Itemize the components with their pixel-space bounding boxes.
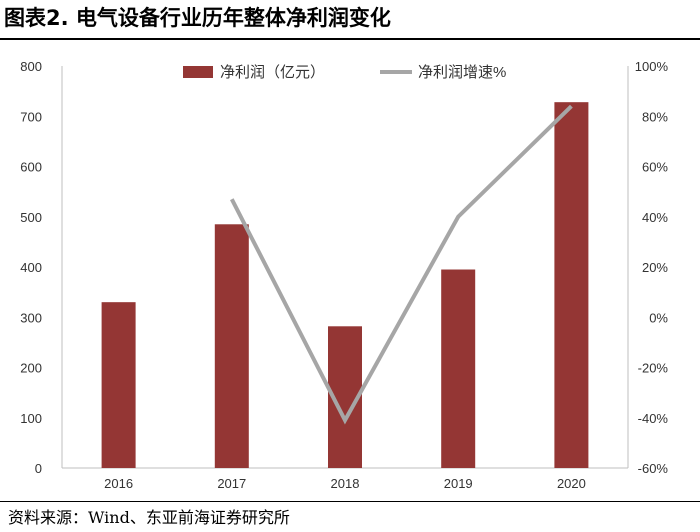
right-axis-tick-label: 100% <box>635 59 669 74</box>
right-axis: -60% -40% -20% 0% 20% 40% 60% 80% 100% <box>627 59 669 476</box>
right-axis-tick-label: -20% <box>638 361 669 376</box>
right-axis-tick-label: -40% <box>638 411 669 426</box>
right-axis-tick-label: 80% <box>642 109 668 124</box>
x-axis-tick-label: 2019 <box>444 476 473 491</box>
x-axis-tick-label: 2018 <box>331 476 360 491</box>
source-divider <box>0 501 700 502</box>
left-axis-tick-label: 700 <box>20 109 42 124</box>
page-title: 图表2. 电气设备行业历年整体净利润变化 <box>4 6 391 30</box>
legend-line-label: 净利润增速% <box>418 64 506 81</box>
bar-2017 <box>214 224 249 468</box>
legend-bar-swatch <box>183 66 213 78</box>
profit-chart: 0 100 200 300 400 500 600 700 800 -60% -40% -20% 0%… <box>20 59 669 491</box>
left-axis-tick-label: 200 <box>20 361 42 376</box>
left-axis-tick-label: 400 <box>20 260 42 275</box>
growth-line-path <box>230 104 573 425</box>
left-axis-tick-label: 0 <box>35 461 42 476</box>
left-axis-tick-label: 300 <box>20 310 42 325</box>
left-axis-tick-label: 500 <box>20 210 42 225</box>
left-axis-tick-label: 100 <box>20 411 42 426</box>
legend-bar-label: 净利润（亿元） <box>220 64 325 81</box>
x-axis: 2016 2017 2018 2019 2020 <box>62 467 628 491</box>
bar-2016 <box>101 302 136 468</box>
bar-2019 <box>441 269 476 468</box>
legend: 净利润（亿元） 净利润增速% <box>183 64 506 81</box>
left-axis-tick-label: 600 <box>20 160 42 175</box>
right-axis-tick-label: 0% <box>649 310 668 325</box>
bars <box>101 102 589 469</box>
right-axis-tick-label: 60% <box>642 160 668 175</box>
x-axis-tick-label: 2016 <box>104 476 133 491</box>
bar-2020 <box>554 102 589 469</box>
title-divider <box>0 38 700 40</box>
right-axis-tick-label: -60% <box>638 461 669 476</box>
left-axis-tick-label: 800 <box>20 59 42 74</box>
right-axis-tick-label: 40% <box>642 210 668 225</box>
left-axis: 0 100 200 300 400 500 600 700 800 <box>20 59 63 476</box>
right-axis-tick-label: 20% <box>642 260 668 275</box>
x-axis-tick-label: 2020 <box>557 476 586 491</box>
x-axis-tick-label: 2017 <box>217 476 246 491</box>
source-note: 资料来源：Wind、东亚前海证券研究所 <box>8 508 290 527</box>
growth-line <box>230 104 573 425</box>
